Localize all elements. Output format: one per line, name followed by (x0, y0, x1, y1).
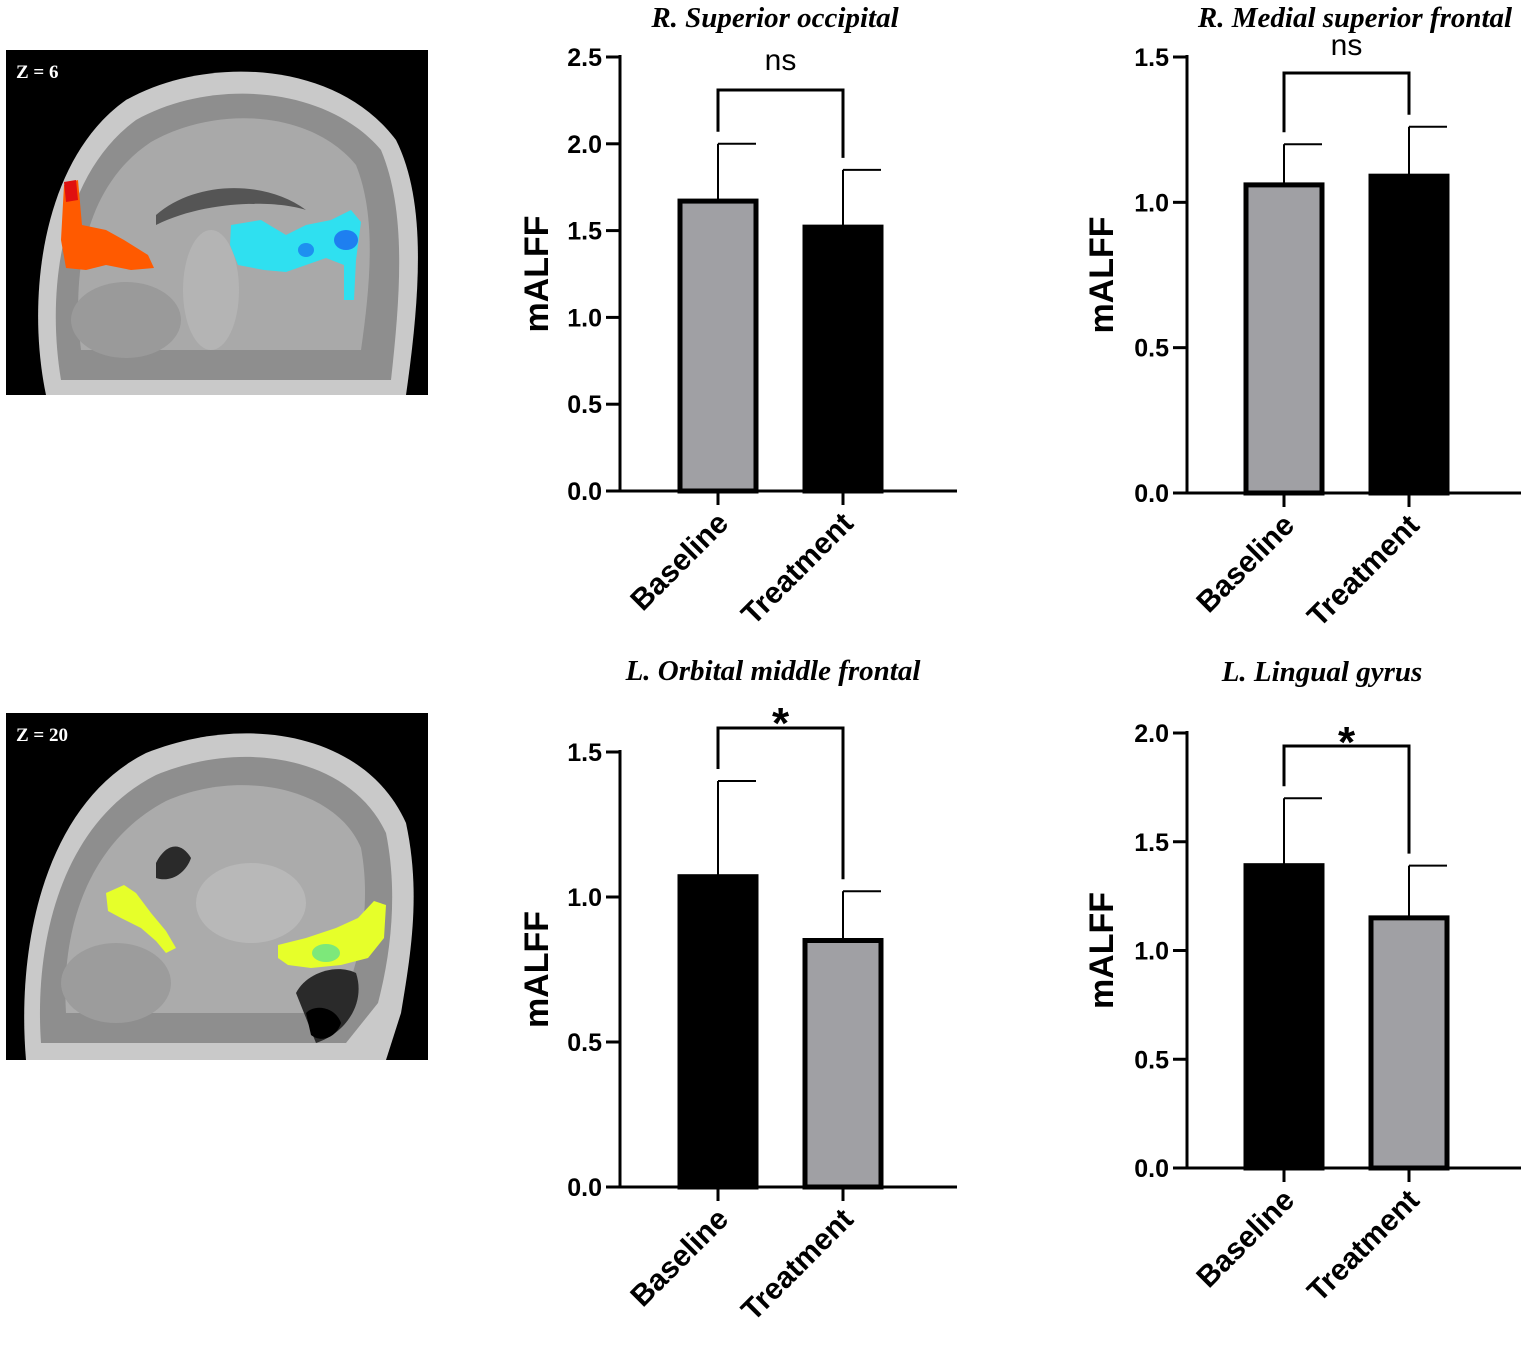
bar-baseline (1243, 182, 1325, 496)
y-tick-label: 0.0 (567, 478, 602, 506)
chart-3: L. Orbital middle frontal mALFF 0.0 0.5 1.0 1… (518, 655, 957, 1327)
y-tick-label: 0.5 (567, 1029, 602, 1057)
y-tick-label: 1.0 (1134, 938, 1169, 966)
y-axis-label: mALFF (518, 215, 556, 332)
bar-baseline (677, 198, 759, 494)
category-label: Baseline (624, 507, 735, 618)
y-tick-label: 1.0 (1134, 189, 1169, 217)
sagittal-brain-illustration (38, 71, 418, 395)
category-label: Baseline (1190, 509, 1301, 620)
significance-label: ns (765, 44, 797, 77)
y-tick-label: 0.5 (1134, 1046, 1169, 1074)
y-tick-label: 0.5 (1134, 335, 1169, 363)
activation-region-cyan (230, 210, 361, 300)
chart-2: R. Medial superior frontal mALFF 0.0 0.5 1.0… (1083, 2, 1521, 633)
y-axis-label: mALFF (1083, 892, 1121, 1009)
y-tick-label: 2.5 (567, 44, 602, 72)
significance-bracket (1282, 744, 1411, 854)
chart-title: R. Superior occipital (650, 2, 899, 34)
y-tick-label: 1.5 (1134, 829, 1169, 857)
y-tick-label: 2.0 (1134, 720, 1169, 748)
significance-bracket (1282, 71, 1411, 133)
bar-baseline (1243, 863, 1325, 1171)
chart-title: L. Lingual gyrus (1221, 656, 1423, 688)
significance-label: * (1338, 718, 1356, 767)
category-label: Treatment (735, 1203, 860, 1328)
y-tick-label: 1.5 (567, 218, 602, 246)
y-tick-label: 1.5 (1134, 44, 1169, 72)
chart-title: R. Medial superior frontal (1197, 2, 1513, 34)
chart-title: L. Orbital middle frontal (625, 655, 922, 687)
category-label: Treatment (735, 507, 860, 632)
slice-label: Z = 6 (16, 62, 59, 83)
y-tick-label: 0.0 (567, 1174, 602, 1202)
sagittal-brain-illustration (24, 733, 414, 1060)
bar-treatment (802, 938, 884, 1190)
y-tick-label: 0.0 (1134, 480, 1169, 508)
y-tick-label: 1.0 (567, 884, 602, 912)
brain-image-z6: Z = 6 (6, 50, 428, 395)
activation-region-yellow-right (278, 901, 386, 968)
y-tick-label: 2.0 (567, 131, 602, 159)
y-tick-label: 0.5 (567, 391, 602, 419)
significance-label: ns (1331, 29, 1363, 62)
activation-region-orange (61, 180, 154, 270)
bar-treatment (802, 224, 884, 494)
brain-image-z20: Z = 20 (6, 713, 428, 1060)
category-label: Treatment (1301, 1184, 1426, 1309)
bar-treatment (1368, 915, 1450, 1171)
bar-treatment (1368, 173, 1450, 496)
y-axis-label: mALFF (518, 911, 556, 1028)
chart-1: R. Superior occipital mALFF 0.0 0.5 1.0 1.5 2.… (518, 2, 957, 631)
significance-label: * (772, 699, 790, 748)
y-tick-label: 1.0 (567, 304, 602, 332)
y-tick-label: 1.5 (567, 739, 602, 767)
category-label: Baseline (1190, 1184, 1301, 1295)
category-label: Treatment (1301, 509, 1426, 634)
significance-bracket (716, 88, 845, 158)
activation-region-yellow-left (106, 885, 176, 953)
bar-baseline (677, 874, 759, 1190)
y-tick-label: 0.0 (1134, 1155, 1169, 1183)
chart-4: L. Lingual gyrus mALFF 0.0 0.5 1.0 1.5 2.0 Base… (1083, 656, 1521, 1308)
slice-label: Z = 20 (16, 725, 68, 746)
significance-bracket (716, 726, 845, 880)
category-label: Baseline (624, 1203, 735, 1314)
y-axis-label: mALFF (1083, 216, 1121, 333)
